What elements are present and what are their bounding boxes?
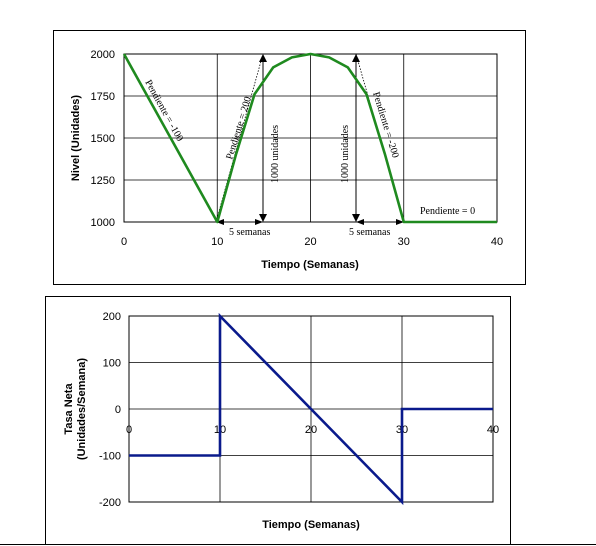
x-tick-label: 20 [305, 424, 317, 436]
annotation-slope-neg100: Pendiente = -100 [142, 78, 185, 143]
chart1-y-axis-title: Nivel (Unidades) [70, 95, 82, 182]
chart1-text-annotations: Pendiente = -100 Pendiente = 200 Pendien… [142, 78, 475, 238]
chart1-x-axis-title: Tiempo (Semanas) [261, 259, 359, 271]
chart1-annotations [216, 54, 404, 225]
y-tick-label: 100 [103, 358, 121, 370]
y-tick-label: 1250 [91, 175, 115, 187]
x-tick-label: 40 [491, 236, 503, 248]
y-tick-label: 200 [103, 311, 121, 323]
chart2-y-axis-title-line1: Tasa Neta [63, 383, 75, 435]
annotation-weeks-2: 5 semanas [349, 227, 390, 238]
y-tick-label: -100 [99, 451, 121, 463]
annotation-units-1: 1000 unidades [270, 125, 281, 183]
x-tick-label: 30 [398, 236, 410, 248]
x-tick-label: 40 [487, 424, 499, 436]
chart2-y-axis-title-line2: (Unidades/Semana) [76, 358, 88, 460]
y-tick-label: -200 [99, 497, 121, 509]
x-tick-label: 0 [126, 424, 132, 436]
annotation-units-2: 1000 unidades [340, 125, 351, 183]
y-tick-label: 1500 [91, 133, 115, 145]
y-tick-label: 1000 [91, 217, 115, 229]
annotation-slope-200: Pendiente = 200 [224, 95, 254, 160]
chart2-x-axis-title: Tiempo (Semanas) [262, 519, 360, 531]
x-tick-label: 20 [304, 236, 316, 248]
x-tick-label: 0 [121, 236, 127, 248]
x-tick-label: 10 [211, 236, 223, 248]
y-tick-label: 2000 [91, 49, 115, 61]
annotation-weeks-1: 5 semanas [229, 227, 270, 238]
annotation-slope-0: Pendiente = 0 [420, 206, 475, 217]
y-tick-label: 1750 [91, 91, 115, 103]
y-tick-label: 0 [115, 404, 121, 416]
